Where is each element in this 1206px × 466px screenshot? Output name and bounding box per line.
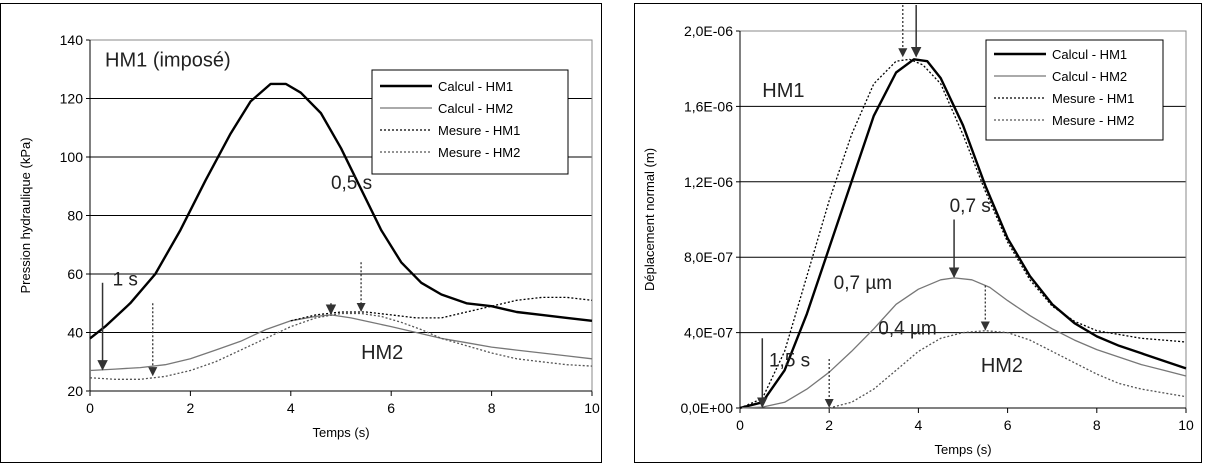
legend-entry: Mesure - HM1	[438, 123, 520, 138]
y-tick-label: 80	[67, 208, 83, 224]
x-tick-label: 6	[387, 400, 395, 416]
x-tick-label: 10	[584, 400, 600, 416]
legend-box	[371, 69, 569, 175]
series-line	[89, 314, 593, 372]
legend-entry: Calcul - HM2	[1052, 69, 1127, 84]
legend-entry: Mesure - HM2	[438, 145, 520, 160]
y-tick-label: 140	[60, 32, 84, 48]
series-line	[739, 58, 1187, 410]
legend-entry: Calcul - HM1	[438, 79, 513, 94]
legend-entry: Mesure - HM1	[1052, 91, 1134, 106]
x-tick-label: 2	[187, 400, 195, 416]
y-tick-label: 2,0E-06	[684, 23, 733, 39]
x-tick-label: 8	[1093, 417, 1101, 433]
series-line	[739, 277, 1187, 409]
displacement-chart: 0,0E+00 4,0E-07 8,0E-07 1,2E-06 1,6E-06 2,0E-…	[634, 3, 1202, 463]
x-tick-label: 4	[287, 400, 295, 416]
annotation-label: HM1 (imposé)	[105, 49, 231, 71]
y-tick-label: 40	[67, 325, 83, 341]
y-axis-title: Pression hydraulique (kPa)	[18, 137, 33, 293]
y-tick-label: 1,6E-06	[684, 98, 733, 114]
x-tick-label: 6	[1004, 417, 1012, 433]
annotation-label: 1,5 s	[769, 351, 810, 372]
legend-entry: Calcul - HM2	[438, 101, 513, 116]
pressure-chart: 20 40 60 80 100 120 140 0 2 4 6 8 10 Temps (s) Pressio…	[0, 3, 602, 463]
y-tick-label: 120	[60, 91, 84, 107]
annotation-label: 0,7 s	[950, 196, 991, 217]
y-tick-label: 0,0E+00	[680, 400, 733, 416]
y-tick-label: 60	[67, 266, 83, 282]
annotation-label: HM2	[361, 342, 403, 364]
annotation-label: 0,4 µm	[878, 318, 936, 339]
y-tick-label: 1,2E-06	[684, 174, 733, 190]
x-tick-label: 8	[488, 400, 496, 416]
annotation-label: HM1	[762, 80, 804, 102]
y-tick-label: 4,0E-07	[684, 325, 733, 341]
x-axis-title: Temps (s)	[934, 442, 991, 457]
legend-entry: Calcul - HM1	[1052, 47, 1127, 62]
series-line	[89, 82, 593, 340]
annotation-label: HM2	[981, 355, 1023, 377]
y-tick-label: 100	[60, 149, 84, 165]
series-line	[739, 58, 1187, 409]
x-tick-label: 10	[1178, 417, 1194, 433]
annotation-label: 1 s	[113, 270, 138, 291]
annotation-label: 0,7 µm	[834, 273, 892, 294]
y-tick-label: 20	[67, 383, 83, 399]
y-axis-title: Déplacement normal (m)	[642, 148, 657, 291]
legend-entry: Mesure - HM2	[1052, 113, 1134, 128]
annotation-label: 0,5 s	[331, 173, 372, 194]
y-tick-label: 8,0E-07	[684, 249, 733, 265]
x-tick-label: 0	[736, 417, 744, 433]
x-tick-label: 0	[86, 400, 94, 416]
legend-box	[985, 39, 1164, 141]
x-tick-label: 2	[825, 417, 833, 433]
x-axis-title: Temps (s)	[312, 425, 369, 440]
series-line	[89, 312, 593, 380]
x-tick-label: 4	[915, 417, 923, 433]
series-line	[829, 330, 1187, 409]
